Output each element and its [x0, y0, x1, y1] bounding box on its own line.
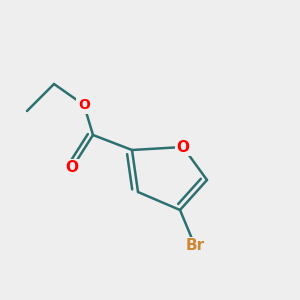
Text: Br: Br	[185, 238, 205, 253]
Text: O: O	[65, 160, 79, 175]
Text: O: O	[176, 140, 190, 154]
Text: O: O	[78, 98, 90, 112]
